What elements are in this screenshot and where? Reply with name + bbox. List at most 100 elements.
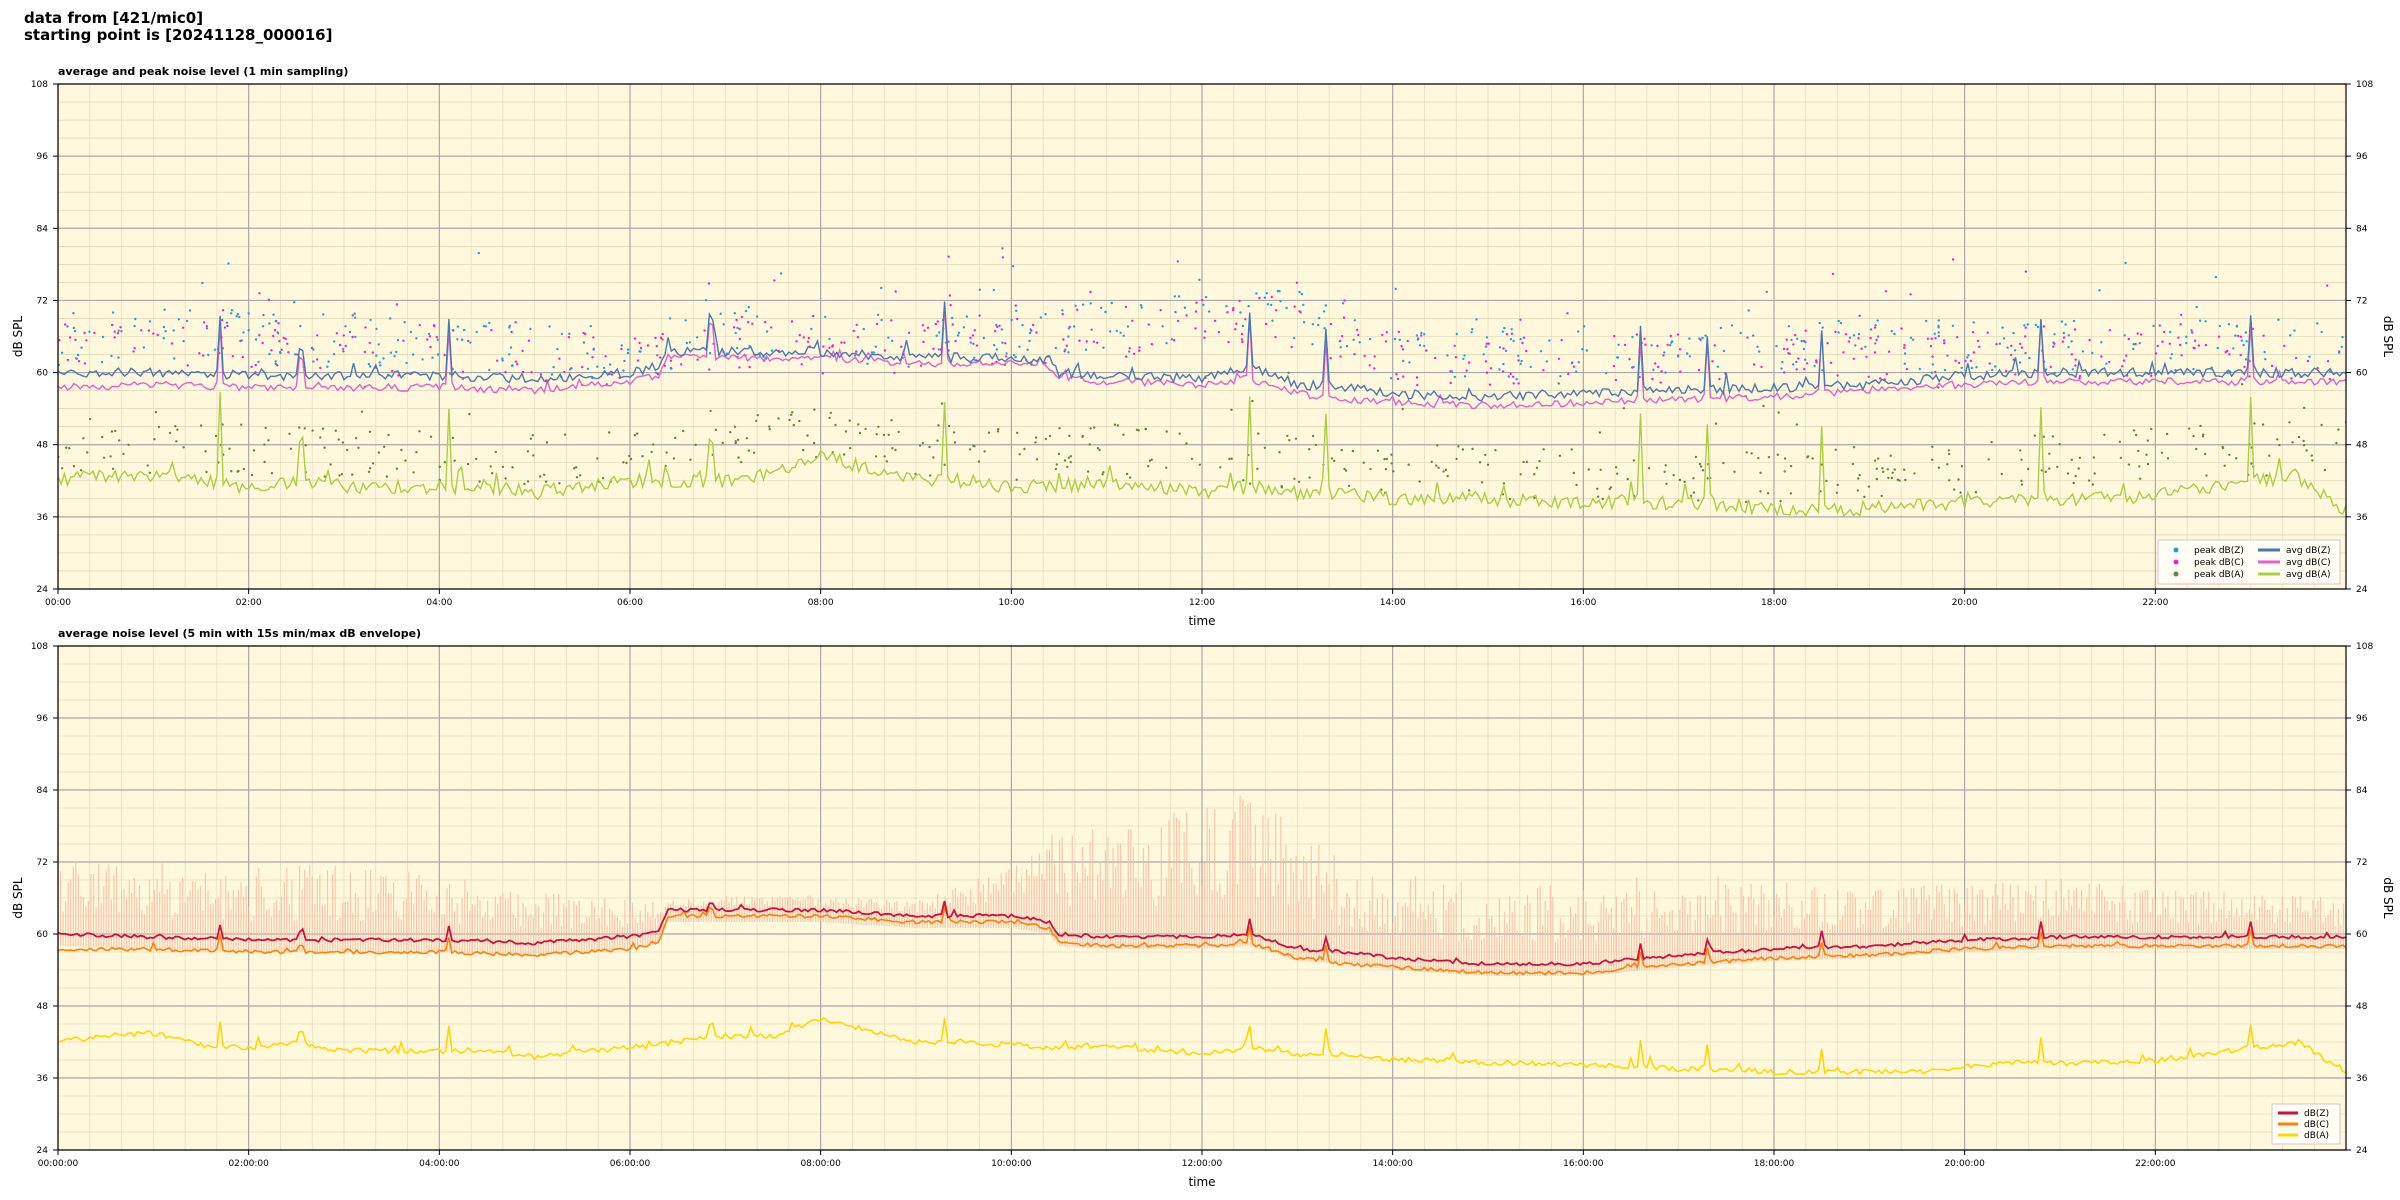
peak-point	[1502, 482, 1506, 485]
peak-point	[303, 427, 306, 430]
peak-point	[1893, 332, 1896, 336]
peak-point	[978, 314, 981, 317]
peak-point	[428, 335, 432, 338]
peak-point	[204, 450, 207, 453]
peak-point	[1100, 306, 1103, 309]
peak-point	[828, 337, 831, 341]
peak-point	[1034, 436, 1038, 439]
peak-point	[1322, 310, 1326, 313]
x-tick-label: 20:00:00	[1944, 1159, 1985, 1169]
peak-point	[1796, 337, 1799, 340]
peak-point	[369, 467, 372, 470]
y-tick-label-right: 60	[2356, 930, 2368, 940]
peak-point	[1756, 345, 1759, 348]
peak-point	[2239, 353, 2242, 357]
peak-point	[650, 450, 653, 454]
peak-point	[1947, 452, 1951, 456]
peak-point	[2052, 345, 2055, 348]
peak-point	[1054, 346, 1058, 350]
peak-point	[247, 312, 250, 315]
peak-point	[1217, 331, 1221, 334]
peak-point	[335, 332, 339, 335]
peak-point	[1288, 439, 1291, 442]
peak-point	[1122, 334, 1125, 337]
peak-point	[156, 333, 159, 337]
peak-point	[880, 286, 883, 290]
peak-point	[1666, 343, 1669, 346]
peak-point	[1485, 342, 1488, 345]
peak-point	[1468, 489, 1471, 492]
peak-point	[1903, 468, 1906, 471]
peak-point	[1829, 361, 1833, 364]
peak-point	[987, 431, 991, 434]
peak-point	[1308, 448, 1311, 451]
peak-point	[1937, 334, 1941, 338]
peak-point	[1078, 339, 1081, 342]
peak-point	[1418, 344, 1422, 347]
peak-point	[1613, 335, 1616, 338]
peak-point	[1758, 350, 1761, 353]
peak-point	[1874, 342, 1877, 345]
peak-point	[1885, 372, 1889, 376]
peak-point	[1806, 362, 1809, 365]
peak-point	[182, 446, 185, 449]
peak-point	[1065, 344, 1069, 347]
peak-point	[1195, 301, 1198, 304]
peak-point	[1566, 312, 1569, 315]
peak-point	[2074, 474, 2077, 478]
peak-point	[843, 341, 846, 344]
peak-point	[652, 443, 655, 446]
peak-point	[1044, 313, 1047, 316]
peak-point	[1300, 292, 1304, 296]
peak-point	[1598, 431, 1602, 434]
peak-point	[1368, 364, 1371, 367]
peak-point	[400, 448, 403, 452]
peak-point	[1344, 469, 1348, 472]
peak-point	[1676, 333, 1680, 336]
peak-point	[1947, 449, 1951, 452]
peak-point	[2070, 340, 2073, 343]
peak-point	[241, 356, 244, 359]
peak-point	[2067, 334, 2070, 337]
peak-point	[1311, 343, 1314, 346]
peak-point	[1657, 365, 1660, 369]
peak-point	[2019, 449, 2022, 452]
peak-point	[250, 365, 253, 369]
peak-point	[1570, 448, 1573, 451]
x-tick-label: 00:00	[45, 598, 71, 608]
peak-point	[1342, 316, 1346, 319]
x-tick-label: 12:00:00	[1182, 1159, 1223, 1169]
peak-point	[451, 328, 455, 332]
peak-point	[1510, 332, 1514, 335]
peak-point	[639, 346, 643, 350]
peak-point	[2006, 346, 2009, 349]
peak-point	[1420, 334, 1423, 337]
peak-point	[1943, 368, 1947, 372]
peak-point	[1369, 467, 1372, 471]
peak-point	[530, 371, 533, 374]
peak-point	[1096, 341, 1099, 344]
peak-point	[883, 455, 886, 458]
plot-marks	[58, 247, 2346, 518]
peak-point	[182, 340, 185, 343]
peak-point	[893, 371, 896, 375]
x-tick-label: 16:00	[1570, 598, 1596, 608]
peak-point	[969, 341, 972, 344]
peak-point	[1076, 308, 1079, 311]
peak-point	[1744, 500, 1748, 503]
peak-point	[1084, 348, 1088, 351]
peak-point	[1517, 359, 1520, 362]
peak-point	[1651, 377, 1654, 381]
peak-point	[230, 309, 234, 312]
peak-point	[508, 353, 511, 356]
peak-point	[1066, 465, 1069, 469]
peak-point	[1783, 470, 1786, 473]
peak-point	[548, 325, 551, 328]
peak-point	[1338, 339, 1342, 343]
peak-point	[1373, 355, 1376, 358]
peak-point	[1951, 324, 1955, 327]
peak-point	[1804, 329, 1808, 332]
peak-point	[935, 334, 938, 337]
peak-point	[1789, 492, 1793, 495]
y-tick-label-right: 96	[2356, 714, 2368, 724]
